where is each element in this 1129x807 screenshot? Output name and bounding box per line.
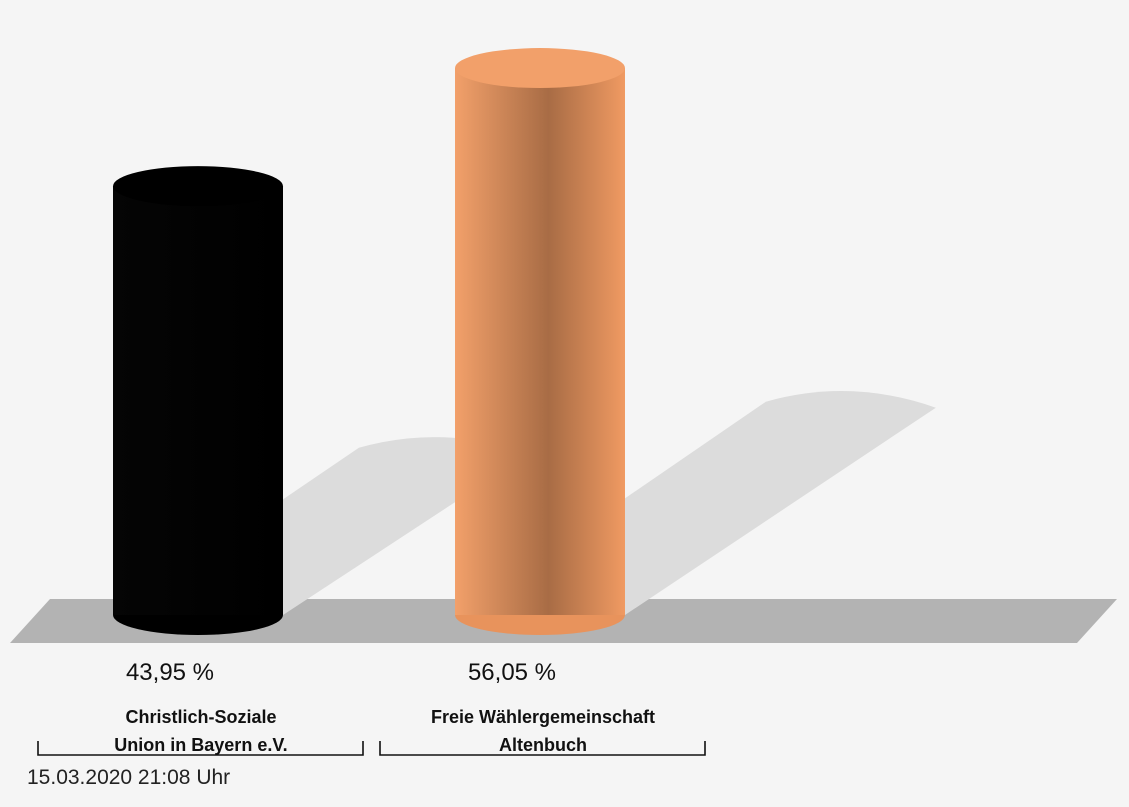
- bar-body-1: [455, 68, 625, 615]
- category-label-0-line-0: Christlich-Soziale: [125, 707, 277, 727]
- value-label-0: 43,95 %: [125, 659, 215, 686]
- bars: [113, 48, 625, 635]
- category-label-1: Freie Wählergemeinschaft Altenbuch: [378, 703, 708, 759]
- category-bracket-1: [379, 741, 706, 756]
- bar-body-0: [113, 186, 283, 616]
- bar-0: [113, 166, 283, 635]
- category-bracket-0: [37, 741, 364, 756]
- bar-1: [455, 48, 625, 635]
- category-label-0: Christlich-Soziale Union in Bayern e.V.: [36, 703, 366, 759]
- value-label-1: 56,05 %: [467, 659, 557, 686]
- timestamp: 15.03.2020 21:08 Uhr: [27, 766, 231, 789]
- category-label-1-line-1: Altenbuch: [499, 735, 587, 755]
- category-label-1-line-0: Freie Wählergemeinschaft: [430, 707, 656, 727]
- bar-top-1: [455, 48, 625, 89]
- category-label-0-line-1: Union in Bayern e.V.: [114, 735, 288, 755]
- bar-top-0: [113, 166, 283, 207]
